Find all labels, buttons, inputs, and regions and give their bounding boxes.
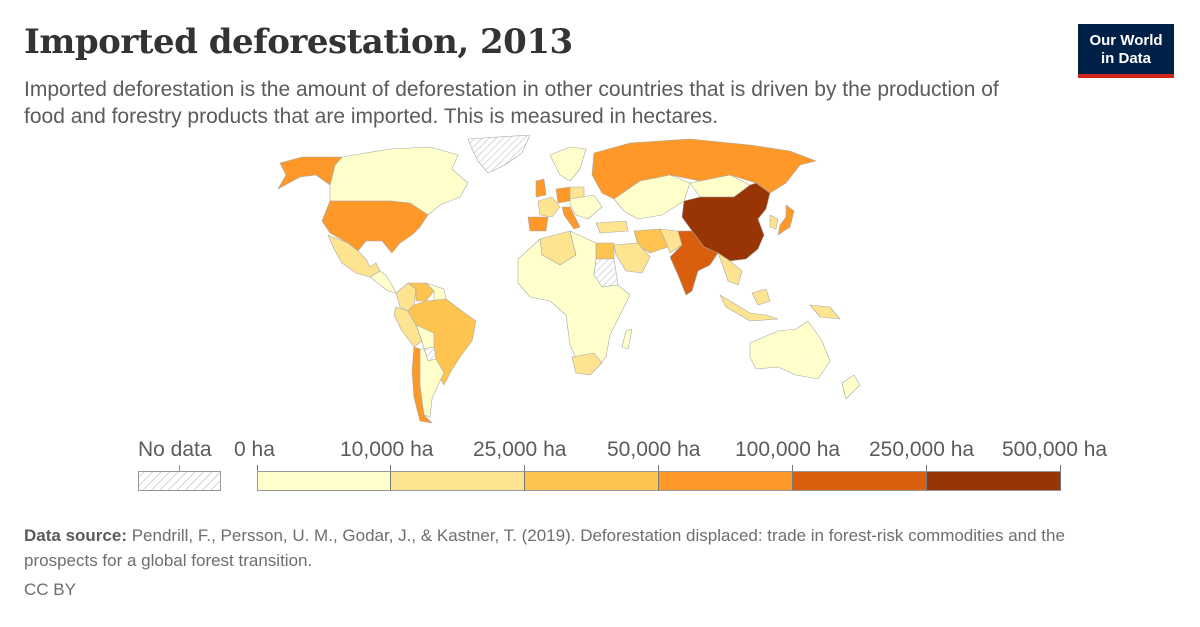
country-india[interactable]: [669, 230, 719, 296]
legend-tick: [257, 465, 258, 472]
country-mexico[interactable]: [327, 234, 381, 278]
owid-logo[interactable]: Our World in Data: [1078, 24, 1174, 78]
legend-tick-label: 250,000 ha: [869, 438, 975, 461]
legend-bin-25k-50k[interactable]: [525, 471, 659, 491]
chart-subtitle: Imported deforestation is the amount of …: [24, 78, 999, 128]
legend-tick: [926, 465, 927, 472]
country-thailand-vietnam[interactable]: [717, 252, 743, 286]
logo-line-2: in Data: [1100, 50, 1151, 67]
legend-bin-0-10k[interactable]: [257, 471, 391, 491]
country-malaysia-indonesia[interactable]: [719, 294, 779, 322]
logo-line-1: Our World: [1089, 32, 1163, 49]
chart-title: Imported deforestation, 2013: [24, 22, 573, 62]
legend-tick-label: 25,000 ha: [473, 438, 567, 461]
country-italy[interactable]: [561, 206, 581, 230]
country-spain[interactable]: [527, 216, 549, 232]
country-papua-new-guinea[interactable]: [809, 304, 841, 320]
legend-tick-label: 50,000 ha: [607, 438, 701, 461]
country-pakistan[interactable]: [659, 228, 683, 254]
data-source: Data source: Pendrill, F., Persson, U. M…: [24, 523, 1124, 573]
country-france[interactable]: [537, 196, 561, 218]
country-central-america[interactable]: [369, 270, 397, 294]
legend-no-data-swatch[interactable]: [138, 471, 221, 491]
data-source-text[interactable]: Pendrill, F., Persson, U. M., Godar, J.,…: [24, 526, 1065, 570]
country-borneo[interactable]: [751, 288, 771, 306]
legend-no-data-tick: [179, 465, 180, 471]
data-source-label: Data source:: [24, 526, 127, 545]
country-uk[interactable]: [535, 178, 547, 198]
country-new-zealand[interactable]: [841, 374, 861, 400]
country-iran[interactable]: [633, 228, 669, 254]
country-africa-rest[interactable]: [517, 230, 631, 372]
country-madagascar[interactable]: [621, 328, 633, 350]
country-japan[interactable]: [777, 204, 795, 236]
legend-tick-label: 0 ha: [234, 438, 275, 461]
country-argentina[interactable]: [419, 348, 445, 418]
legend-bin-250k-500k[interactable]: [927, 471, 1061, 491]
legend-no-data-label: No data: [138, 438, 212, 461]
legend-tick: [1060, 465, 1061, 472]
country-australia[interactable]: [749, 320, 831, 380]
country-south-korea[interactable]: [769, 214, 779, 230]
country-usa[interactable]: [321, 200, 429, 254]
legend-tick: [658, 465, 659, 472]
legend-tick: [390, 465, 391, 472]
legend-tick-label: 100,000 ha: [735, 438, 841, 461]
legend-tick-label: 10,000 ha: [340, 438, 434, 461]
country-greenland[interactable]: [467, 135, 531, 174]
country-saudi-arabia[interactable]: [613, 242, 651, 274]
country-canada[interactable]: [329, 146, 469, 216]
legend-bin-100k-250k[interactable]: [793, 471, 927, 491]
legend-tick: [524, 465, 525, 472]
legend-bin-10k-25k[interactable]: [391, 471, 525, 491]
country-turkey[interactable]: [595, 220, 629, 234]
country-south-africa[interactable]: [571, 352, 603, 376]
country-germany[interactable]: [555, 186, 571, 204]
legend-bin-50k-100k[interactable]: [659, 471, 793, 491]
country-scandinavia[interactable]: [549, 146, 587, 182]
legend-tick-label: 500,000 ha: [1002, 438, 1108, 461]
country-usa-alaska[interactable]: [277, 156, 343, 190]
legend-tick: [792, 465, 793, 472]
country-eastern-europe[interactable]: [569, 194, 603, 220]
world-map[interactable]: [230, 135, 870, 425]
license[interactable]: CC BY: [24, 580, 76, 599]
country-egypt[interactable]: [595, 242, 615, 260]
